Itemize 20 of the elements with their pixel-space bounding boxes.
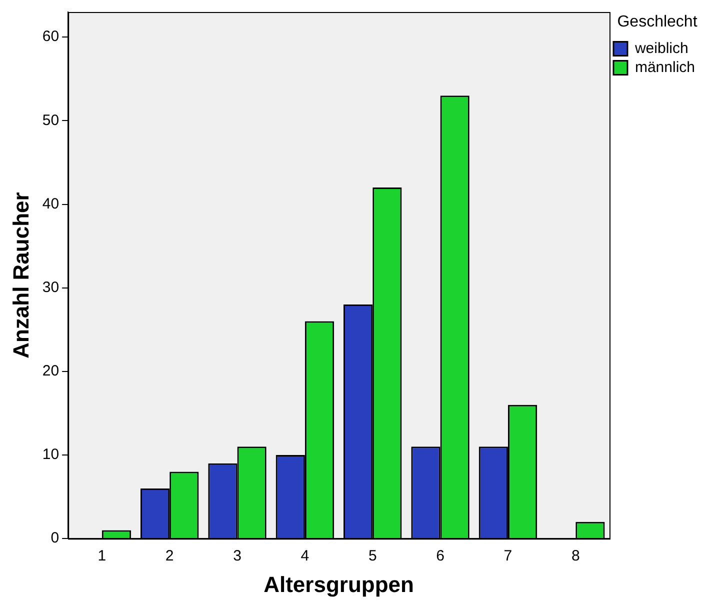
x-axis-title: Altersgruppen bbox=[264, 572, 414, 597]
x-tick-label: 1 bbox=[98, 548, 106, 565]
y-tick-label: 30 bbox=[42, 278, 60, 296]
x-tick-label: 7 bbox=[504, 548, 512, 565]
x-tick-label: 6 bbox=[436, 548, 444, 565]
y-tick-label: 50 bbox=[42, 112, 60, 129]
legend-label: männlich bbox=[634, 58, 695, 76]
y-tick-label: 20 bbox=[42, 362, 60, 380]
y-tick-label: 60 bbox=[42, 28, 60, 46]
x-tick-label: 2 bbox=[165, 548, 174, 565]
y-tick-label: 10 bbox=[42, 446, 60, 464]
legend-label: weiblich bbox=[634, 40, 688, 57]
legend-title: Geschlecht bbox=[617, 13, 698, 30]
x-tick-label: 8 bbox=[571, 548, 580, 565]
x-tick-label: 5 bbox=[368, 548, 377, 565]
x-tick-label: 4 bbox=[300, 548, 310, 565]
y-tick-label: 40 bbox=[42, 195, 60, 212]
y-tick-label: 0 bbox=[50, 530, 60, 547]
x-tick-label: 3 bbox=[233, 548, 242, 565]
y-axis-title: Anzahl Raucher bbox=[8, 192, 34, 358]
